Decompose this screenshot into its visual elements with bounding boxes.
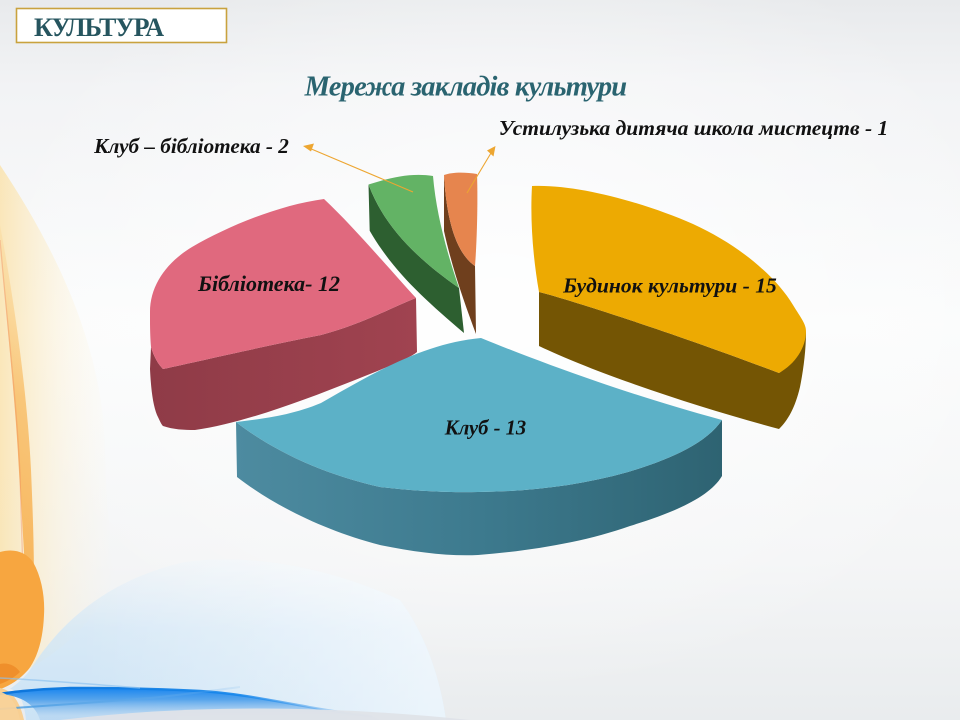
svg-text:Клуб – бібліотека - 2: Клуб – бібліотека - 2	[93, 134, 289, 158]
svg-text:КУЛЬТУРА: КУЛЬТУРА	[34, 13, 164, 42]
svg-text:Бібліотека- 12: Бібліотека- 12	[197, 271, 340, 296]
svg-text:Мережа закладів культури: Мережа закладів культури	[304, 72, 627, 103]
svg-text:Клуб - 13: Клуб - 13	[444, 418, 526, 440]
svg-text:Будинок культури - 15: Будинок культури - 15	[562, 274, 777, 298]
svg-text:Устилузька дитяча школа мистец: Устилузька дитяча школа мистецтв - 1	[499, 116, 889, 140]
